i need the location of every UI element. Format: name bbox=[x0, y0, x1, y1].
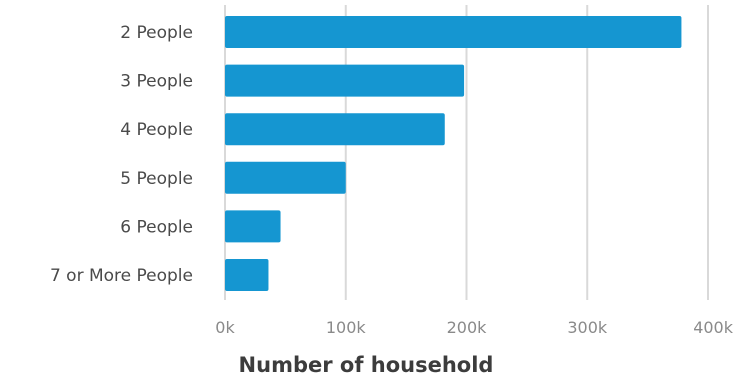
x-axis-title: Number of household bbox=[239, 353, 494, 377]
x-tick-label: 100k bbox=[326, 318, 367, 337]
bar bbox=[225, 259, 269, 291]
x-tick-label: 200k bbox=[447, 318, 488, 337]
category-labels: 2 People 3 People 4 People 5 People 6 People… bbox=[50, 23, 193, 286]
category-label: 3 People bbox=[120, 72, 193, 92]
category-label: 2 People bbox=[120, 23, 193, 43]
bar bbox=[225, 210, 281, 243]
x-tick-label: 300k bbox=[567, 318, 608, 337]
gridlines bbox=[224, 5, 709, 300]
bar bbox=[225, 113, 445, 146]
bar bbox=[225, 16, 682, 48]
x-tick-label: 400k bbox=[693, 318, 734, 337]
bar bbox=[225, 161, 346, 194]
category-label: 4 People bbox=[120, 120, 193, 140]
category-label: 5 People bbox=[120, 169, 193, 189]
bars bbox=[225, 16, 682, 291]
bar bbox=[225, 64, 465, 97]
category-label: 7 or More People bbox=[50, 266, 193, 286]
category-label: 6 People bbox=[120, 217, 193, 237]
x-tick-labels: 0k 100k 200k 300k 400k bbox=[215, 318, 733, 337]
x-tick-label: 0k bbox=[215, 318, 235, 337]
